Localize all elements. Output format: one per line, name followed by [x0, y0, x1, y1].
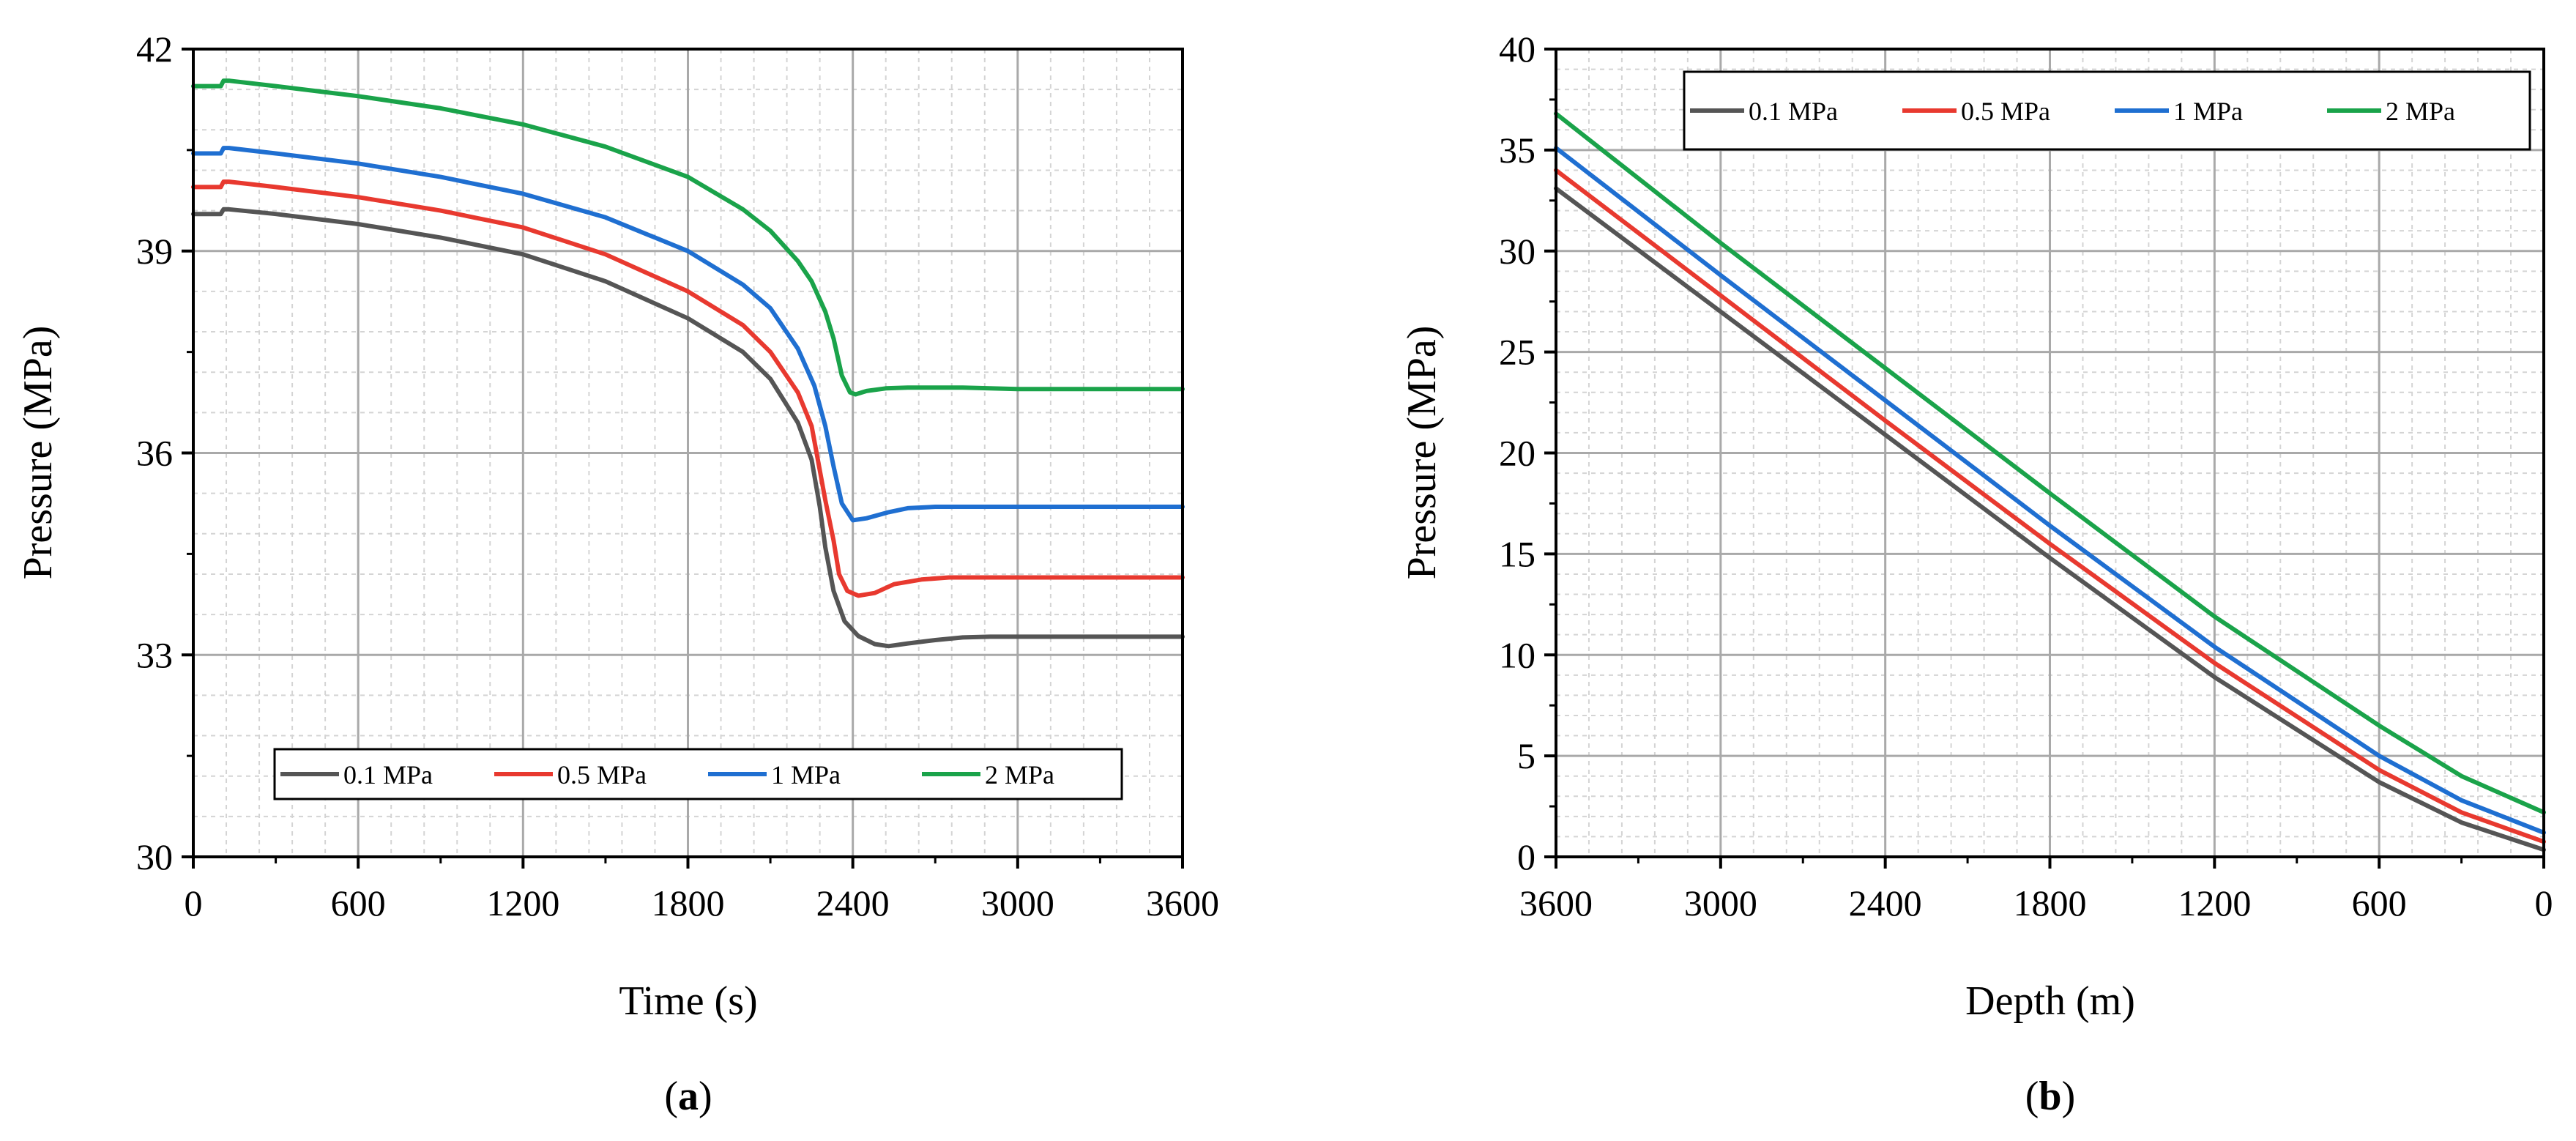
- x-tick-label: 3600: [1519, 882, 1593, 923]
- panel-label-letter: b: [2039, 1074, 2061, 1119]
- x-tick-label: 2400: [1849, 882, 1922, 923]
- y-tick-label: 40: [1499, 29, 1535, 70]
- x-tick-label: 0: [185, 882, 203, 923]
- legend-label: 0.1 MPa: [1749, 97, 1838, 126]
- series-line-2-mpa: [191, 78, 1185, 397]
- chart-panel-a: 0 600 1200 1800 2400 3000 3600 30 33 36 39 42 Time (…: [15, 29, 1219, 1119]
- x-tick-label: 600: [331, 882, 386, 923]
- y-tick-label: 33: [136, 634, 173, 675]
- legend-label: 0.1 MPa: [343, 760, 433, 789]
- y-tick-label: 15: [1499, 533, 1535, 574]
- legend: 0.1 MPa 0.5 MPa 1 MPa 2 MPa: [1683, 70, 2531, 151]
- panel-label-letter: a: [678, 1074, 699, 1119]
- y-tick-label: 36: [136, 433, 173, 474]
- series-line-0-5-mpa: [191, 179, 1185, 598]
- chart-panel-b: 3600 3000 2400 1800 1200 600 0 0 5 10 15 20 25 30 35 40…: [1399, 29, 2553, 1119]
- series-line-2-mpa: [1554, 111, 2546, 815]
- y-tick-label: 39: [136, 231, 173, 272]
- y-tick-label: 20: [1499, 433, 1535, 474]
- x-tick-label: 3000: [981, 882, 1054, 923]
- legend-label: 1 MPa: [2173, 97, 2243, 126]
- panel-label: (a): [664, 1074, 712, 1119]
- x-axis-title: Time (s): [619, 978, 757, 1024]
- x-tick-label: 1200: [2178, 882, 2251, 923]
- series-line-0-5-mpa: [1554, 168, 2546, 844]
- x-tick-label: 1800: [2014, 882, 2087, 923]
- legend-box: [1683, 70, 2531, 151]
- panel-label-open: (: [664, 1074, 678, 1119]
- panel-label-open: (: [2025, 1074, 2039, 1119]
- x-tick-label: 1800: [652, 882, 725, 923]
- ticks: 0 600 1200 1800 2400 3000 3600 30 33 36 39 42: [136, 29, 1219, 923]
- panel-label-close: ): [2062, 1074, 2076, 1119]
- y-tick-label: 30: [1499, 231, 1535, 272]
- y-tick-label: 30: [136, 836, 173, 877]
- legend-label: 1 MPa: [771, 760, 841, 789]
- x-tick-label: 2400: [816, 882, 890, 923]
- series-line-1-mpa: [191, 146, 1185, 523]
- legend-label: 0.5 MPa: [1961, 97, 2050, 126]
- ticks: 3600 3000 2400 1800 1200 600 0 0 5 10 15 20 25 30 35 40: [1499, 29, 2553, 923]
- y-tick-label: 25: [1499, 332, 1535, 373]
- x-tick-label: 0: [2535, 882, 2553, 923]
- legend-label: 2 MPa: [985, 760, 1054, 789]
- legend: 0.1 MPa 0.5 MPa 1 MPa 2 MPa: [273, 748, 1123, 800]
- x-tick-label: 3000: [1684, 882, 1757, 923]
- legend-label: 0.5 MPa: [557, 760, 647, 789]
- x-axis-title: Depth (m): [1965, 978, 2135, 1024]
- series-line-0-1-mpa: [1554, 186, 2546, 852]
- y-tick-label: 0: [1517, 836, 1535, 877]
- y-axis-title: Pressure (MPa): [15, 326, 61, 580]
- panel-label: (b): [2025, 1074, 2075, 1119]
- y-axis-title: Pressure (MPa): [1399, 326, 1445, 580]
- y-tick-label: 5: [1517, 735, 1535, 776]
- panel-label-close: ): [699, 1074, 712, 1119]
- y-tick-label: 35: [1499, 130, 1535, 171]
- y-tick-label: 42: [136, 29, 173, 70]
- x-tick-label: 1200: [486, 882, 559, 923]
- series-line-0-1-mpa: [191, 207, 1185, 649]
- series-group: [1554, 111, 2546, 852]
- grid: [192, 48, 1184, 858]
- y-tick-label: 10: [1499, 634, 1535, 675]
- legend-box: [273, 748, 1123, 800]
- x-tick-label: 3600: [1146, 882, 1219, 923]
- legend-label: 2 MPa: [2386, 97, 2455, 126]
- series-line-1-mpa: [1554, 146, 2546, 835]
- x-tick-label: 600: [2352, 882, 2407, 923]
- series-group: [191, 78, 1185, 649]
